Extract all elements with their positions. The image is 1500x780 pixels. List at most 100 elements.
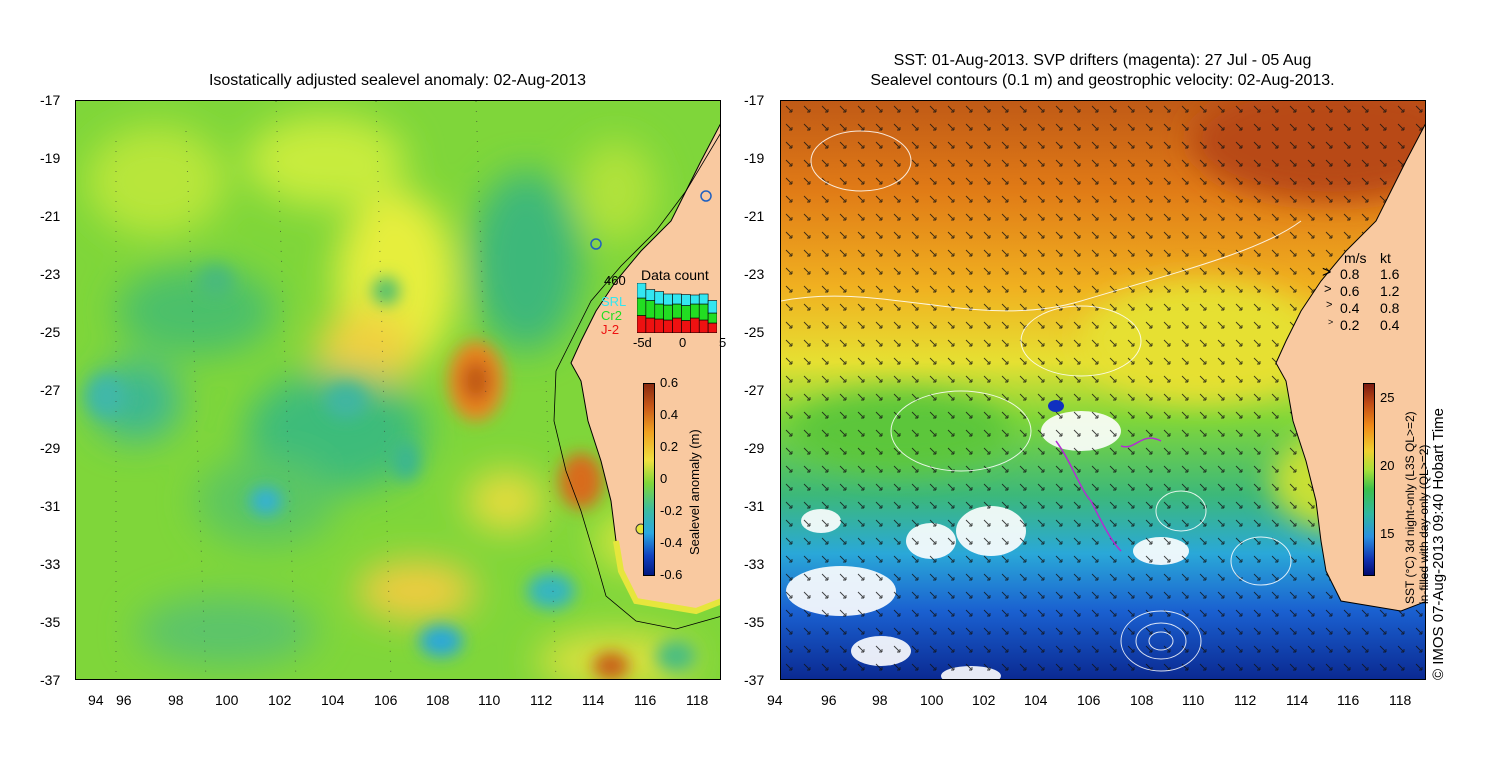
cbar-tick: 20	[1380, 458, 1395, 473]
sst-colorbar-label-line1: SST (°C) 3d night-only (L3S QL>=2)	[1403, 411, 1417, 604]
data-count-bar-j2	[645, 317, 656, 333]
y-tick: -21	[40, 208, 61, 224]
velocity-row-kt: 1.2	[1380, 283, 1400, 299]
arrow-icon: >	[1326, 299, 1333, 311]
x-tick: 100	[920, 692, 944, 708]
velocity-row-kt: 0.4	[1380, 317, 1400, 333]
y-tick: -29	[744, 440, 765, 456]
y-tick: -25	[744, 324, 765, 340]
x-tick: 112	[530, 692, 553, 708]
data-count-title: Data count	[641, 267, 709, 283]
data-count-bar-j2	[681, 320, 691, 333]
y-tick: -37	[744, 672, 765, 688]
cbar-tick: 0.4	[660, 407, 679, 422]
x-tick: 102	[972, 692, 996, 708]
cbar-tick: -0.2	[660, 503, 683, 518]
legend-j2: J-2	[601, 322, 620, 337]
y-tick: -23	[40, 266, 61, 282]
cbar-tick: 0	[660, 471, 668, 486]
data-count-bar-cr2	[637, 297, 647, 316]
x-tick: 94	[767, 692, 783, 708]
x-tick: 112	[1234, 692, 1257, 708]
velocity-legend: m/s kt > 0.8 1.6 > 0.6 1.2 > 0.4 0.8 > 0…	[1320, 250, 1420, 340]
x-tick: 110	[478, 692, 501, 708]
x-tick: 116	[1337, 692, 1360, 708]
x-tick: 110	[1182, 692, 1205, 708]
x-tick: 106	[374, 692, 398, 708]
velocity-row-kt: 1.6	[1380, 266, 1400, 282]
y-tick: -25	[40, 324, 61, 340]
x-tick: 96	[821, 692, 837, 708]
y-tick: -35	[40, 614, 61, 630]
data-count-inset: 460 Data count SRL Cr2 J-2 -5d 0 5	[595, 265, 727, 355]
velocity-unit-kt: kt	[1380, 250, 1391, 266]
x-tick: 102	[268, 692, 292, 708]
data-count-bar-srl	[707, 300, 717, 314]
data-count-xtick: -5d	[633, 335, 652, 350]
data-count-bar-srl	[637, 283, 647, 299]
velocity-row-ms: 0.4	[1340, 300, 1360, 316]
arrow-icon: >	[1324, 281, 1332, 296]
x-tick: 98	[872, 692, 888, 708]
left-map-title: Isostatically adjusted sealevel anomaly:…	[208, 72, 587, 89]
velocity-unit-ms: m/s	[1344, 250, 1367, 266]
y-tick: -27	[744, 382, 765, 398]
data-count-bar-j2	[637, 315, 647, 333]
data-count-bar-j2	[663, 319, 673, 333]
y-tick: -19	[744, 150, 765, 166]
x-tick: 116	[634, 692, 657, 708]
data-count-xtick: 5	[719, 335, 727, 350]
data-count-bar-j2	[654, 318, 664, 333]
data-count-bar-cr2	[681, 305, 691, 321]
x-tick: 118	[1389, 692, 1412, 708]
data-count-bar-srl	[672, 293, 682, 305]
cbar-tick: 0.2	[660, 439, 679, 454]
y-tick: -23	[744, 266, 765, 282]
data-count-bar-j2	[707, 322, 717, 333]
sst-colorbar-label-line2: in-filled with day-only (QL>=2)	[1417, 444, 1431, 604]
x-tick: 106	[1077, 692, 1101, 708]
velocity-row-ms: 0.2	[1340, 317, 1360, 333]
data-count-bar-srl	[690, 294, 700, 305]
data-count-bar-srl	[663, 293, 673, 306]
x-tick: 114	[582, 692, 605, 708]
data-count-bar-cr2	[698, 303, 709, 321]
x-tick: 108	[1130, 692, 1154, 708]
data-count-bar-cr2	[707, 312, 717, 324]
cbar-tick: -0.6	[660, 567, 683, 582]
legend-cr2: Cr2	[601, 308, 622, 323]
data-count-xtick: 0	[679, 335, 687, 350]
data-count-bar-srl	[654, 291, 664, 305]
y-tick: -19	[40, 150, 61, 166]
data-count-max: 460	[604, 273, 626, 288]
y-tick: -17	[744, 92, 765, 108]
x-tick: 100	[215, 692, 239, 708]
data-count-bar-srl	[681, 294, 691, 306]
y-tick: -33	[744, 556, 765, 572]
cbar-tick: 25	[1380, 390, 1395, 405]
data-count-bar-cr2	[663, 304, 673, 321]
x-tick: 108	[426, 692, 450, 708]
x-tick: 118	[686, 692, 709, 708]
sst-colorbar	[1363, 383, 1375, 576]
sealevel-colorbar	[643, 383, 655, 576]
arrow-icon: >	[1328, 317, 1334, 327]
x-tick: 104	[321, 692, 345, 708]
copyright-credit: © IMOS 07-Aug-2013 09:40 Hobart Time	[1430, 407, 1447, 680]
y-tick: -37	[40, 672, 61, 688]
right-map-title-line2: Sealevel contours (0.1 m) and geostrophi…	[870, 72, 1335, 89]
y-tick: -29	[40, 440, 61, 456]
cbar-tick: 15	[1380, 526, 1395, 541]
y-tick: -27	[40, 382, 61, 398]
velocity-row-ms: 0.8	[1340, 266, 1360, 282]
x-tick: 104	[1024, 692, 1048, 708]
right-map-title-line1: SST: 01-Aug-2013. SVP drifters (magenta)…	[893, 52, 1312, 69]
data-count-bars	[637, 283, 717, 333]
data-count-bar-j2	[690, 317, 700, 333]
velocity-row-ms: 0.6	[1340, 283, 1360, 299]
x-tick: 96	[116, 692, 132, 708]
y-tick: -31	[40, 498, 61, 514]
data-count-bar-cr2	[645, 300, 656, 319]
velocity-row-kt: 0.8	[1380, 300, 1400, 316]
data-count-bar-cr2	[672, 303, 682, 319]
